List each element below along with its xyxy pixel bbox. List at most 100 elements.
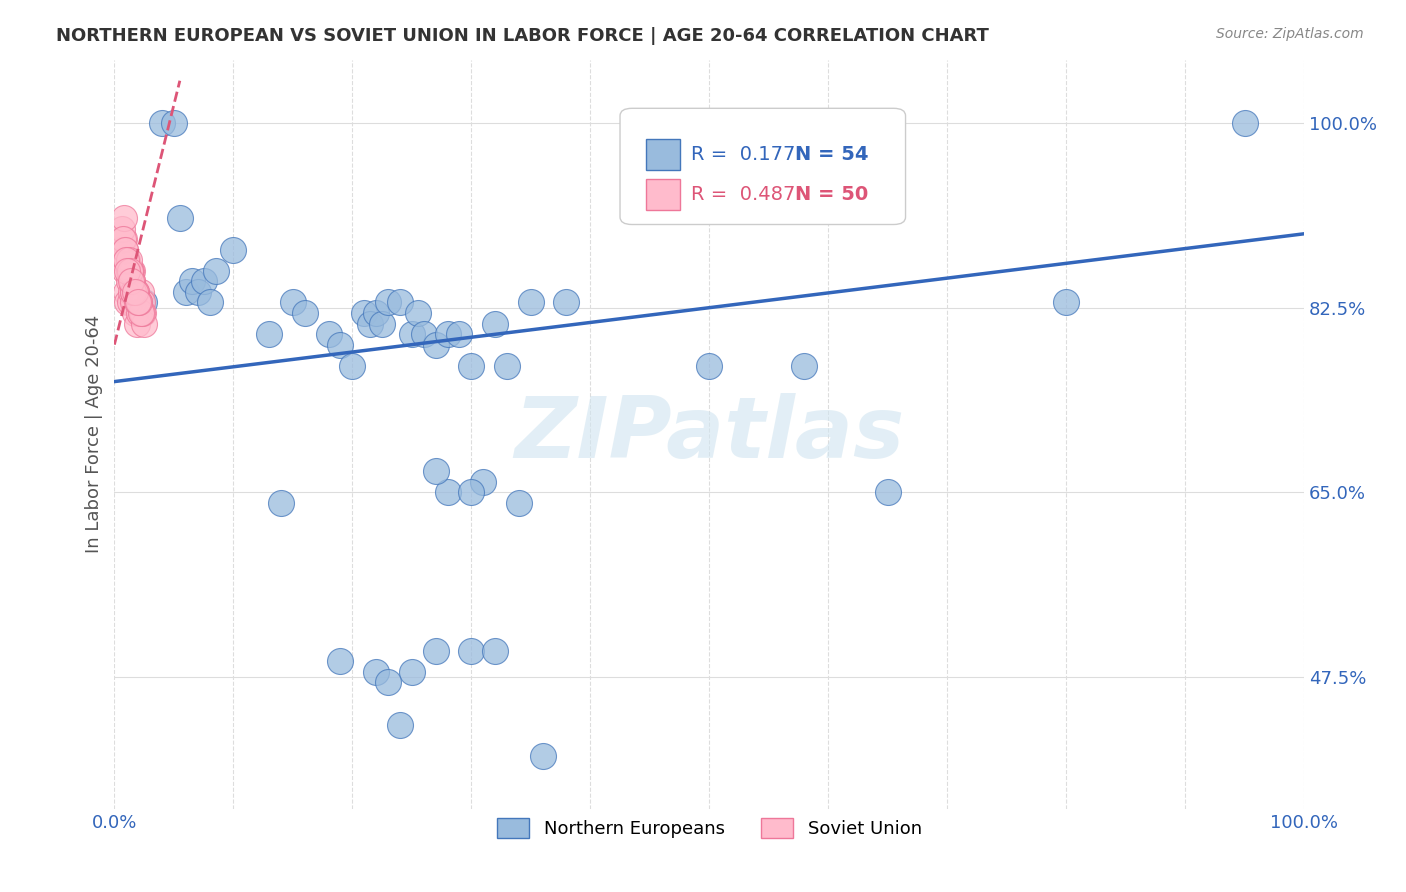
Point xyxy=(222,243,245,257)
Point xyxy=(406,306,429,320)
Point xyxy=(793,359,815,373)
Point xyxy=(114,264,136,278)
Point xyxy=(697,359,720,373)
Point xyxy=(114,243,136,257)
Point xyxy=(128,306,150,320)
Point xyxy=(122,285,145,299)
Point xyxy=(460,485,482,500)
Point xyxy=(125,285,148,299)
Point xyxy=(257,327,280,342)
Point xyxy=(187,285,209,299)
Point xyxy=(121,274,143,288)
Point xyxy=(122,295,145,310)
Point xyxy=(110,221,132,235)
Point xyxy=(193,274,215,288)
Point xyxy=(128,295,150,310)
Point xyxy=(118,295,141,310)
Point xyxy=(436,327,458,342)
Point xyxy=(204,264,226,278)
Point xyxy=(131,306,153,320)
Point xyxy=(120,274,142,288)
Text: N = 50: N = 50 xyxy=(794,186,868,204)
Point xyxy=(127,295,149,310)
Point xyxy=(366,665,388,679)
Point xyxy=(401,665,423,679)
Point xyxy=(121,274,143,288)
Point xyxy=(124,285,146,299)
Point xyxy=(412,327,434,342)
Point xyxy=(1054,295,1077,310)
Point xyxy=(876,485,898,500)
Text: NORTHERN EUROPEAN VS SOVIET UNION IN LABOR FORCE | AGE 20-64 CORRELATION CHART: NORTHERN EUROPEAN VS SOVIET UNION IN LAB… xyxy=(56,27,988,45)
Point xyxy=(111,253,134,268)
Point xyxy=(359,317,381,331)
Point xyxy=(531,749,554,764)
Point xyxy=(115,253,138,268)
Bar xyxy=(647,179,679,211)
Point xyxy=(111,232,134,246)
Point xyxy=(401,327,423,342)
Point xyxy=(294,306,316,320)
Point xyxy=(388,295,411,310)
Point xyxy=(118,264,141,278)
Point xyxy=(377,295,399,310)
Point xyxy=(460,644,482,658)
Point xyxy=(115,285,138,299)
Point xyxy=(120,285,142,299)
Point xyxy=(117,264,139,278)
Point xyxy=(449,327,471,342)
Point xyxy=(128,295,150,310)
Point xyxy=(425,464,447,478)
Point xyxy=(127,295,149,310)
Point xyxy=(114,243,136,257)
Text: ZIPatlas: ZIPatlas xyxy=(515,392,904,475)
Point xyxy=(329,654,352,668)
Point xyxy=(117,253,139,268)
Point xyxy=(1233,116,1256,130)
Text: R =  0.177: R = 0.177 xyxy=(692,145,796,164)
Point xyxy=(169,211,191,225)
Point xyxy=(125,295,148,310)
Point xyxy=(520,295,543,310)
Point xyxy=(134,317,156,331)
Point xyxy=(117,295,139,310)
Point xyxy=(110,243,132,257)
Point xyxy=(124,285,146,299)
Point xyxy=(150,116,173,130)
Point xyxy=(388,717,411,731)
Point xyxy=(125,317,148,331)
Point xyxy=(180,274,202,288)
Bar xyxy=(647,138,679,170)
Point xyxy=(118,264,141,278)
Point xyxy=(281,295,304,310)
Point xyxy=(371,317,394,331)
Point xyxy=(366,306,388,320)
Point xyxy=(132,306,155,320)
Point xyxy=(353,306,375,320)
Point xyxy=(555,295,578,310)
Point xyxy=(342,359,364,373)
Point xyxy=(425,337,447,351)
Point xyxy=(377,675,399,690)
Point xyxy=(115,253,138,268)
Point xyxy=(118,253,141,268)
Point xyxy=(112,211,135,225)
Point xyxy=(174,285,197,299)
Point xyxy=(318,327,340,342)
Point xyxy=(198,295,221,310)
Point xyxy=(120,264,142,278)
Point xyxy=(124,306,146,320)
Legend: Northern Europeans, Soviet Union: Northern Europeans, Soviet Union xyxy=(489,811,929,845)
Point xyxy=(129,285,152,299)
Y-axis label: In Labor Force | Age 20-64: In Labor Force | Age 20-64 xyxy=(86,315,103,554)
Point xyxy=(125,285,148,299)
Point xyxy=(112,232,135,246)
Point xyxy=(436,485,458,500)
Point xyxy=(496,359,519,373)
Point xyxy=(118,264,141,278)
Point xyxy=(127,295,149,310)
Text: N = 54: N = 54 xyxy=(794,145,869,164)
Point xyxy=(425,644,447,658)
Point xyxy=(472,475,495,489)
Point xyxy=(270,496,292,510)
